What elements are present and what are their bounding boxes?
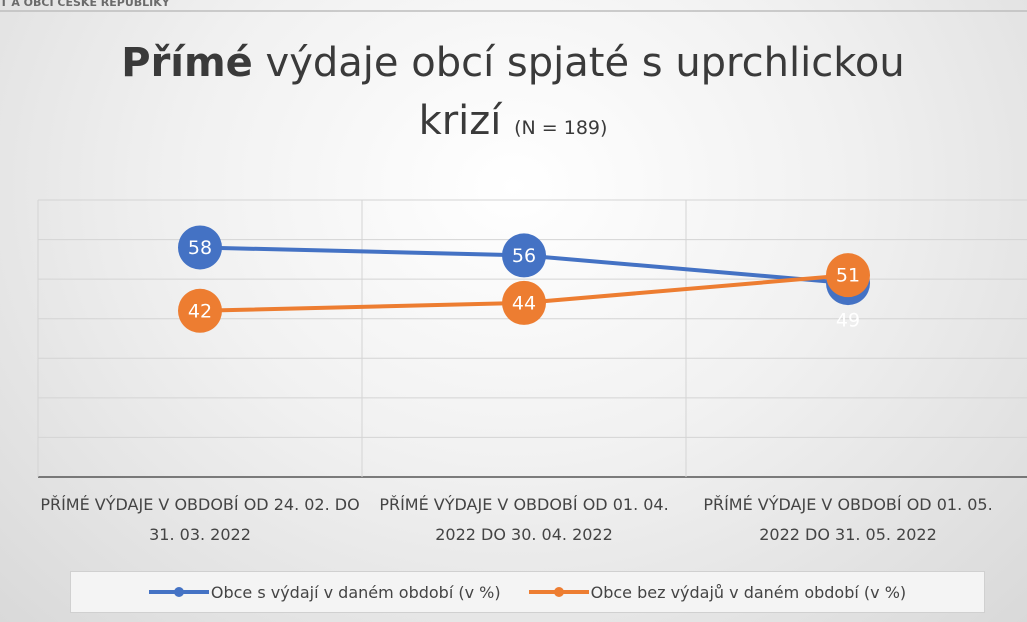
x-tick-label: PŘÍMÉ VÝDAJE V OBDOBÍ OD 01. 05. 2022 DO… [703,495,993,544]
marker [178,225,222,270]
legend-item: Obce s výdají v daném období (v %) [148,582,501,602]
marker [178,288,222,333]
data-label: 49 [836,310,860,332]
chart-title: Přímé výdaje obcí spjaté s uprchlickou k… [103,34,923,157]
x-tick-label: PŘÍMÉ VÝDAJE V OBDOBÍ OD 24. 02. DO 31. … [40,495,360,544]
data-label: 44 [512,292,536,314]
legend-item: Obce bez výdajů v daném období (v %) [528,582,907,602]
legend-swatch [528,587,589,597]
data-label: 51 [836,265,860,287]
title-bold: Přímé [121,40,253,86]
header: T A OBCÍ ČESKÉ REPUBLIKY [0,0,170,9]
marker [502,280,546,325]
legend-swatch [148,587,209,597]
title-text: výdaje obcí spjaté s uprchlickou krizí [265,40,905,144]
data-label: 58 [188,237,212,259]
legend-label: Obce bez výdajů v daném období (v %) [590,582,907,602]
legend-label: Obce s výdají v daném období (v %) [210,582,501,602]
x-tick-label: PŘÍMÉ VÝDAJE V OBDOBÍ OD 01. 04. 2022 DO… [379,495,669,544]
legend-marker [553,587,564,597]
subtitle: (N = 189) [514,117,608,139]
data-label: 56 [512,245,536,267]
data-label: 42 [188,300,212,322]
marker [502,233,546,278]
legend-marker [173,587,184,597]
legend: Obce s výdají v daném období (v %) Obce b… [70,571,985,613]
marker [826,253,870,298]
